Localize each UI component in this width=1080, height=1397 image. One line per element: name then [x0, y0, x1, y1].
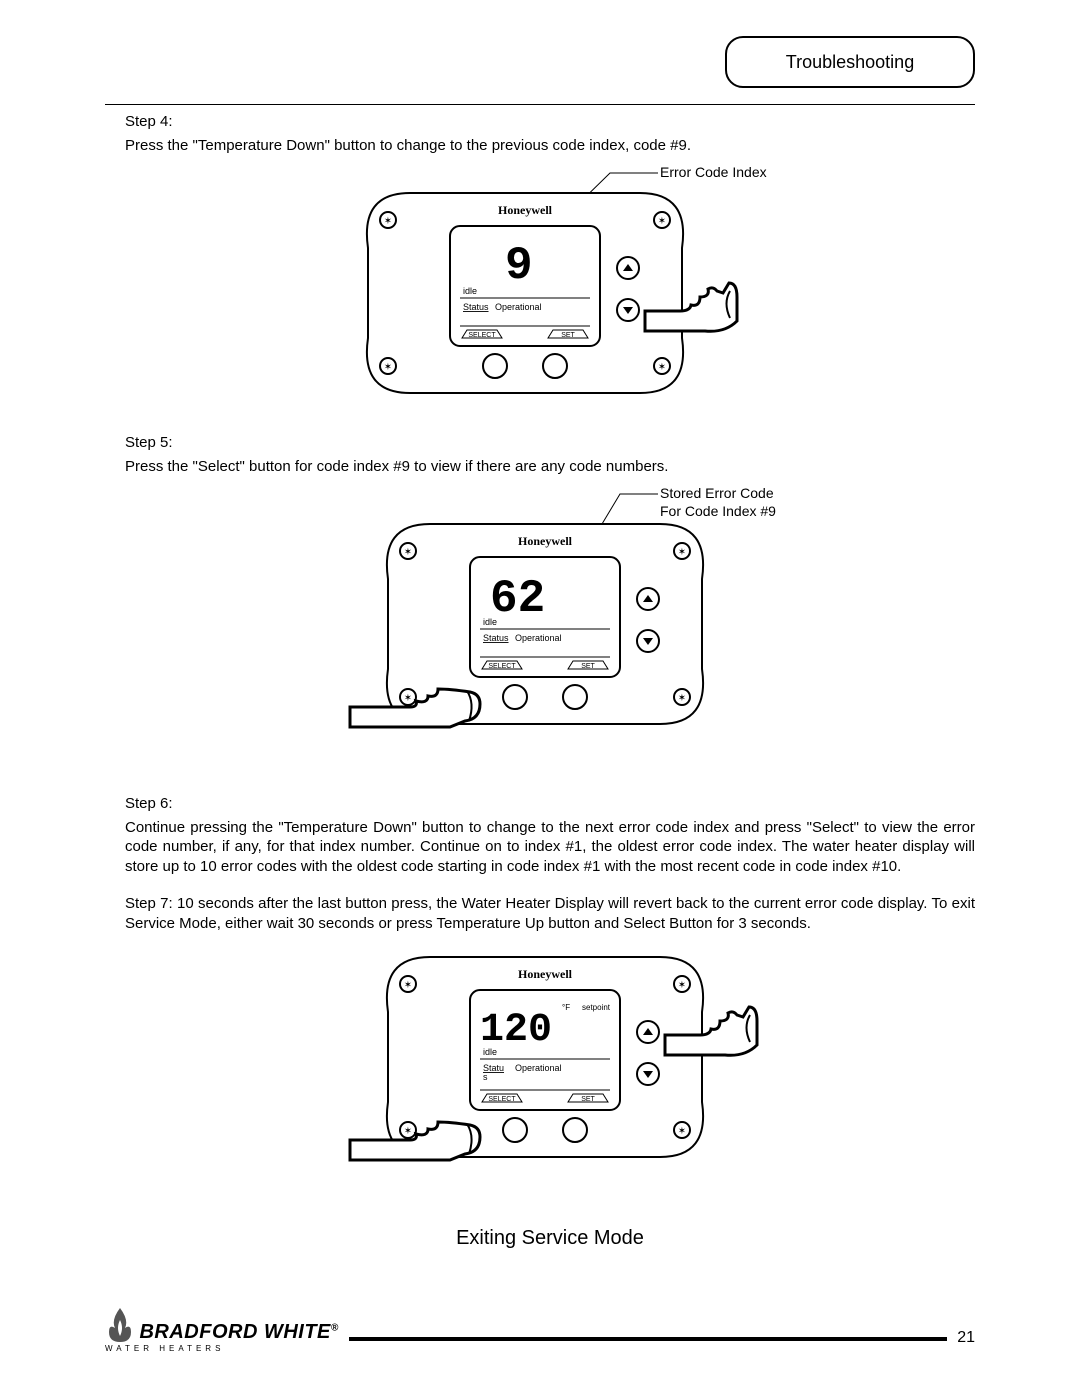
figure-1: Error Code Index ✶ ✶ ✶ ✶ Honeywell 9 idl… [310, 163, 790, 413]
svg-text:✶: ✶ [404, 693, 412, 704]
svg-text:9: 9 [505, 240, 533, 292]
brand-sub: WATER HEATERS [105, 1344, 339, 1353]
figure-3: ✶ ✶ ✶ ✶ Honeywell 120 °F setpoint idle S… [310, 947, 790, 1207]
fig2-callout2: For Code Index #9 [660, 503, 776, 519]
svg-text:idle: idle [483, 1047, 497, 1057]
svg-text:✶: ✶ [404, 980, 412, 991]
svg-text:✶: ✶ [678, 693, 686, 704]
header-tab: Troubleshooting [725, 36, 975, 88]
fig1-callout: Error Code Index [660, 164, 767, 180]
svg-text:idle: idle [463, 286, 477, 296]
step5-title: Step 5: [125, 433, 975, 453]
svg-text:SET: SET [561, 332, 575, 339]
svg-text:✶: ✶ [678, 547, 686, 558]
footer-rule [349, 1337, 947, 1341]
step4-title: Step 4: [125, 112, 975, 132]
svg-text:s: s [483, 1072, 488, 1082]
svg-text:Honeywell: Honeywell [498, 203, 553, 217]
brand-block: BRADFORD WHITE® WATER HEATERS [105, 1306, 339, 1353]
svg-text:✶: ✶ [678, 980, 686, 991]
svg-text:Status: Status [483, 633, 509, 643]
svg-text:✶: ✶ [658, 216, 666, 227]
svg-text:✶: ✶ [384, 362, 392, 373]
figure-2: Stored Error Code For Code Index #9 ✶ ✶ … [310, 484, 790, 774]
figure-2-wrap: Stored Error Code For Code Index #9 ✶ ✶ … [125, 484, 975, 774]
figure-3-wrap: ✶ ✶ ✶ ✶ Honeywell 120 °F setpoint idle S… [125, 947, 975, 1207]
page-footer: BRADFORD WHITE® WATER HEATERS 21 [105, 1306, 975, 1353]
svg-text:62: 62 [490, 573, 545, 625]
fig2-callout1: Stored Error Code [660, 485, 774, 501]
svg-text:✶: ✶ [678, 1126, 686, 1137]
svg-text:setpoint: setpoint [582, 1003, 611, 1012]
page-content: Step 4: Press the "Temperature Down" but… [125, 112, 975, 1250]
step4-body: Press the "Temperature Down" button to c… [125, 136, 975, 156]
svg-text:SELECT: SELECT [488, 1096, 516, 1103]
svg-text:SELECT: SELECT [468, 332, 496, 339]
svg-text:Status: Status [463, 302, 489, 312]
brand-name: BRADFORD WHITE® [139, 1321, 338, 1343]
step7-body: Step 7: 10 seconds after the last button… [125, 894, 975, 933]
svg-text:✶: ✶ [384, 216, 392, 227]
svg-text:SET: SET [581, 1096, 595, 1103]
svg-text:Operational: Operational [515, 633, 562, 643]
svg-text:°F: °F [562, 1003, 570, 1012]
svg-text:SELECT: SELECT [488, 663, 516, 670]
header-rule [105, 104, 975, 105]
svg-text:SET: SET [581, 663, 595, 670]
page-number: 21 [957, 1329, 975, 1347]
svg-text:Operational: Operational [495, 302, 542, 312]
svg-text:✶: ✶ [658, 362, 666, 373]
figure-3-caption: Exiting Service Mode [125, 1227, 975, 1250]
header-label: Troubleshooting [786, 52, 914, 73]
svg-text:✶: ✶ [404, 547, 412, 558]
flame-icon [105, 1306, 135, 1344]
svg-text:✶: ✶ [404, 1126, 412, 1137]
step6-title: Step 6: [125, 794, 975, 814]
svg-text:Honeywell: Honeywell [518, 534, 573, 548]
step6-body: Continue pressing the "Temperature Down"… [125, 818, 975, 877]
figure-1-wrap: Error Code Index ✶ ✶ ✶ ✶ Honeywell 9 idl… [125, 163, 975, 413]
step5-body: Press the "Select" button for code index… [125, 457, 975, 477]
svg-text:idle: idle [483, 617, 497, 627]
svg-text:Honeywell: Honeywell [518, 967, 573, 981]
svg-text:Operational: Operational [515, 1063, 562, 1073]
